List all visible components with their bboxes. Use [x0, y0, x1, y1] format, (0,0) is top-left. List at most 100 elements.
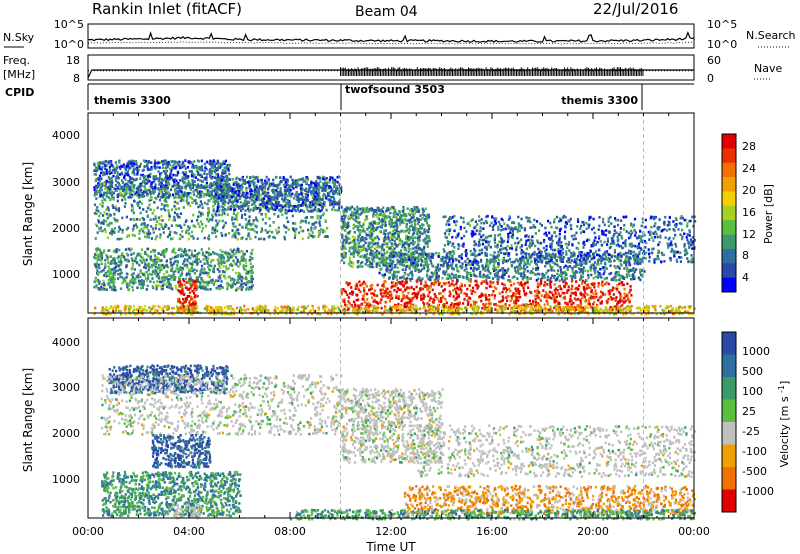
power-cell: [392, 242, 395, 246]
power-cell: [157, 187, 160, 191]
power-cell: [152, 280, 155, 284]
power-cell: [395, 218, 399, 221]
power-cell: [121, 179, 124, 182]
power-cell: [198, 204, 201, 208]
power-cell: [370, 251, 373, 254]
power-cell: [405, 256, 408, 260]
power-cell: [215, 186, 218, 190]
power-cell: [428, 230, 431, 233]
power-cell: [375, 245, 378, 249]
power-cell: [180, 274, 183, 277]
power-cell: [331, 176, 334, 180]
power-cell: [183, 250, 186, 254]
power-cell: [213, 165, 216, 168]
power-cell: [247, 207, 250, 211]
power-cell: [149, 255, 152, 259]
power-cell: [556, 275, 560, 279]
power-cell: [171, 256, 174, 260]
power-cell: [112, 198, 115, 201]
power-cell: [348, 237, 351, 241]
power-cell: [423, 218, 427, 221]
power-cell: [206, 217, 209, 221]
power-cell: [423, 239, 426, 243]
power-cell: [593, 265, 596, 268]
power-cell: [357, 213, 360, 216]
power-cell: [209, 260, 213, 264]
power-cell: [229, 200, 233, 204]
power-cell: [395, 223, 398, 226]
power-cell: [101, 229, 104, 233]
power-cell: [194, 295, 197, 299]
freq-nave-panel: Freq. [MHz] 18 8 60 0 Nave: [3, 54, 782, 85]
power-cell: [130, 181, 133, 184]
power-cell: [113, 285, 116, 289]
power-cell: [102, 281, 105, 284]
power-cell: [100, 177, 103, 181]
power-cell: [371, 262, 374, 265]
power-cell: [504, 252, 507, 256]
power-cell: [121, 231, 124, 234]
power-cell: [388, 258, 392, 262]
power-cell: [423, 267, 426, 270]
power-cell: [229, 207, 232, 211]
power-cell: [252, 206, 255, 210]
power-cell: [289, 175, 292, 179]
power-cell: [143, 224, 146, 228]
power-cell: [157, 161, 160, 165]
power-cell: [406, 253, 409, 257]
power-cell: [233, 206, 236, 209]
power-cell: [203, 169, 206, 173]
power-cell: [112, 288, 115, 292]
power-cell: [208, 253, 211, 257]
power-cell: [249, 255, 252, 259]
power-cell: [107, 224, 110, 227]
power-cell: [240, 275, 243, 279]
power-cell: [258, 198, 261, 202]
power-cell: [510, 260, 513, 264]
noise-series: [88, 30, 695, 45]
power-cell: [174, 269, 177, 273]
power-cell: [371, 223, 374, 227]
power-cell: [140, 184, 143, 187]
power-cell: [205, 255, 208, 259]
power-cell: [319, 228, 323, 231]
power-cell: [243, 194, 246, 198]
power-cell: [215, 219, 218, 223]
power-cell: [105, 186, 108, 189]
power-cell: [345, 241, 348, 244]
power-cell: [207, 211, 211, 214]
power-cell: [440, 263, 443, 267]
power-cell: [412, 227, 415, 230]
power-cell: [214, 192, 217, 196]
power-cell: [231, 195, 234, 199]
power-cell: [132, 272, 135, 275]
power-cell: [150, 161, 153, 164]
power-cell: [368, 208, 371, 211]
power-cell: [150, 225, 153, 228]
power-cell: [297, 203, 300, 207]
power-cell: [384, 235, 387, 239]
power-cell: [215, 200, 218, 203]
power-cell: [98, 174, 102, 177]
power-cell: [285, 226, 288, 229]
power-cell: [320, 198, 323, 201]
power-cell: [295, 197, 298, 201]
power-cell: [98, 280, 101, 284]
power-cell: [107, 208, 110, 212]
power-cell: [410, 263, 413, 266]
power-cell: [222, 195, 225, 198]
power-cell: [179, 254, 183, 258]
power-cell: [386, 237, 389, 240]
power-cell: [205, 258, 208, 262]
power-cell: [111, 168, 114, 172]
power-cell: [120, 263, 123, 266]
power-cell: [96, 269, 99, 272]
power-cell: [212, 204, 215, 208]
power-cell: [414, 258, 417, 261]
power-cell: [211, 228, 214, 231]
power-cell: [284, 197, 287, 200]
power-cell: [259, 193, 262, 197]
power-cell: [420, 223, 423, 226]
power-cell: [133, 162, 136, 166]
power-cell: [263, 237, 266, 241]
